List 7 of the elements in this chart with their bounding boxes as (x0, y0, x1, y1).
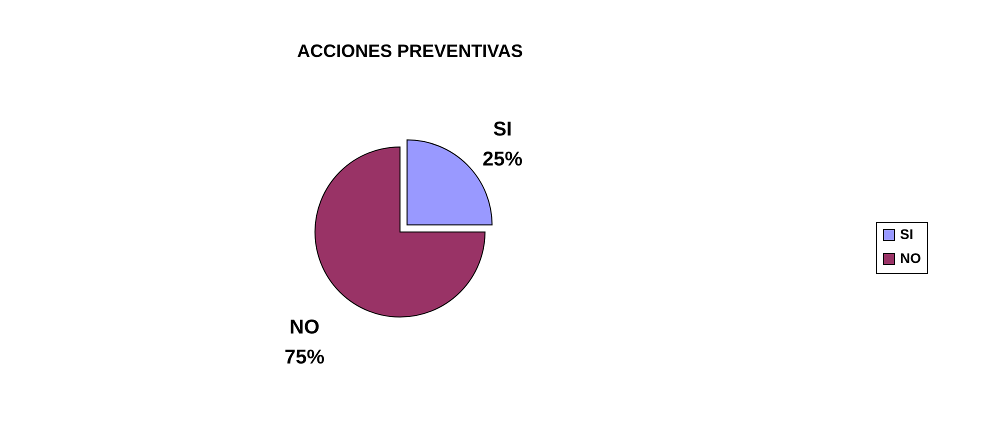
legend-label: SI (900, 226, 914, 242)
slice-label: NO (290, 316, 320, 338)
legend-label: NO (900, 250, 922, 266)
data-label: 75% (284, 346, 325, 368)
slice-label: SI (493, 118, 512, 140)
chart-title: ACCIONES PREVENTIVAS (297, 41, 523, 61)
data-label: 25% (482, 148, 523, 170)
